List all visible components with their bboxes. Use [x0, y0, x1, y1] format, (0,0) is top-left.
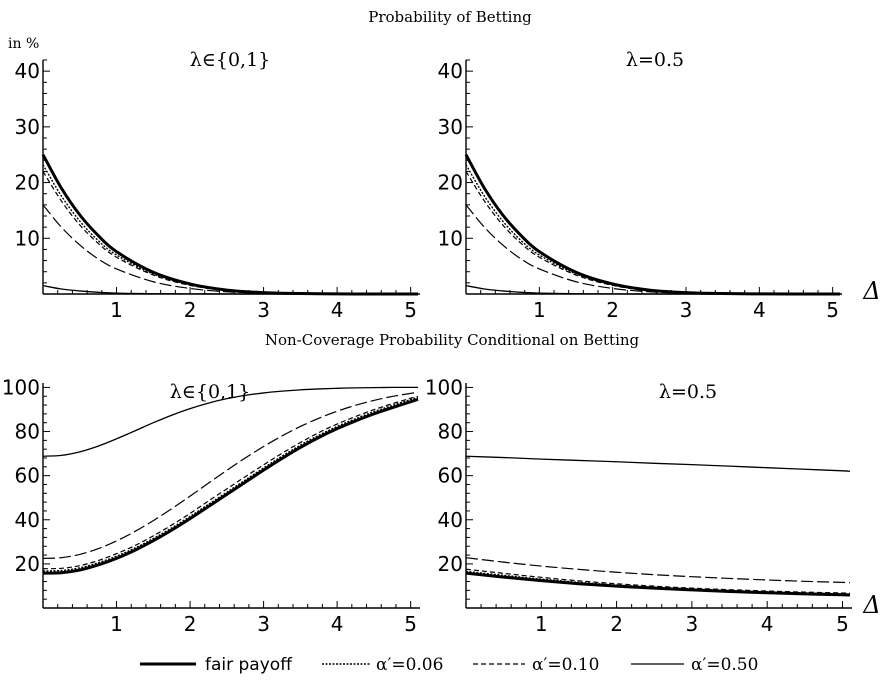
legend-label: α′=0.10 [532, 655, 599, 675]
x-tick-label: 1 [110, 298, 123, 322]
bottom-section-title: Non-Coverage Probability Conditional on … [265, 331, 640, 349]
y-tick-label: 20 [15, 552, 40, 576]
y-tick-label: 20 [15, 171, 40, 195]
x-tick-label: 4 [331, 612, 344, 636]
series-line-4 [42, 204, 418, 295]
y-tick-label: 100 [2, 375, 40, 399]
y-tick-label: 20 [438, 552, 463, 576]
x-tick-label: 1 [110, 612, 123, 636]
x-tick-label: 1 [533, 298, 546, 322]
x-tick-label: 1 [535, 612, 548, 636]
x-tick-label: 4 [331, 298, 344, 322]
y-tick-label: 40 [15, 59, 40, 83]
y-tick-label: 80 [15, 420, 40, 444]
legend-label: α′=0.50 [691, 655, 758, 675]
panel-title: λ=0.5 [626, 49, 684, 71]
y-tick-label: 20 [438, 171, 463, 195]
y-tick-label: 10 [438, 226, 463, 250]
panel-title: λ=0.5 [659, 381, 717, 403]
x-tick-label: 5 [836, 612, 849, 636]
x-tick-label: 5 [404, 298, 417, 322]
series-line-2 [42, 164, 418, 295]
y-tick-label: 40 [15, 508, 40, 532]
series-line-1 [464, 153, 840, 296]
series-line-2 [42, 397, 419, 572]
x-tick-label: 5 [826, 298, 839, 322]
series-line-2 [465, 164, 840, 295]
x-tick-label: 3 [680, 298, 693, 322]
series-line-5 [465, 455, 851, 472]
y-tick-label: 60 [15, 464, 40, 488]
legend: fair payoff α′=0.06 α′=0.10 α′=0.50 [140, 655, 758, 675]
series-line-4 [465, 557, 851, 584]
legend-label: α′=0.06 [376, 655, 443, 675]
x-axis-variable-label: Δ [862, 277, 880, 305]
series-line-1 [465, 571, 851, 597]
x-axis-variable-label: Δ [862, 591, 880, 619]
chart-panel-4: λ=0.5 1 2 3 4 5 20 40 60 80 100 Δ [425, 375, 881, 636]
y-unit-label: in % [8, 36, 39, 52]
y-tick-label: 30 [438, 115, 463, 139]
series-line-5 [42, 386, 418, 457]
y-tick-label: 30 [15, 115, 40, 139]
x-tick-label: 2 [606, 298, 619, 322]
x-tick-label: 3 [257, 298, 270, 322]
x-tick-label: 3 [257, 612, 270, 636]
series-line-4 [42, 391, 419, 559]
chart-panel-2: λ=0.5 1 2 3 4 5 10 20 30 40 Δ [438, 49, 881, 322]
series-line-3 [465, 171, 840, 295]
panel-title: λ∈{0,1} [170, 381, 251, 403]
chart-panel-3: λ∈{0,1} 1 2 3 4 5 20 40 60 80 100 [2, 375, 420, 636]
x-tick-label: 2 [184, 612, 197, 636]
series-line-3 [42, 171, 418, 295]
series-line-3 [42, 395, 419, 570]
x-tick-label: 2 [184, 298, 197, 322]
x-tick-label: 4 [753, 298, 766, 322]
series-line-1 [42, 397, 419, 575]
x-tick-label: 5 [404, 612, 417, 636]
y-tick-label: 100 [425, 375, 463, 399]
panel-title: λ∈{0,1} [190, 49, 271, 71]
top-section-title: Probability of Betting [368, 8, 532, 26]
x-tick-label: 3 [686, 612, 699, 636]
legend-label: fair payoff [205, 655, 293, 675]
chart-panel-1: λ∈{0,1} 1 2 3 4 5 10 20 30 40 [15, 49, 420, 322]
series-line-1 [41, 153, 418, 296]
x-tick-label: 2 [610, 612, 623, 636]
series-line-3 [465, 568, 851, 594]
y-tick-label: 40 [438, 508, 463, 532]
y-tick-label: 80 [438, 420, 463, 444]
series-line-4 [465, 204, 840, 295]
y-tick-label: 10 [15, 226, 40, 250]
y-tick-label: 40 [438, 59, 463, 83]
y-tick-label: 60 [438, 464, 463, 488]
x-tick-label: 4 [761, 612, 774, 636]
